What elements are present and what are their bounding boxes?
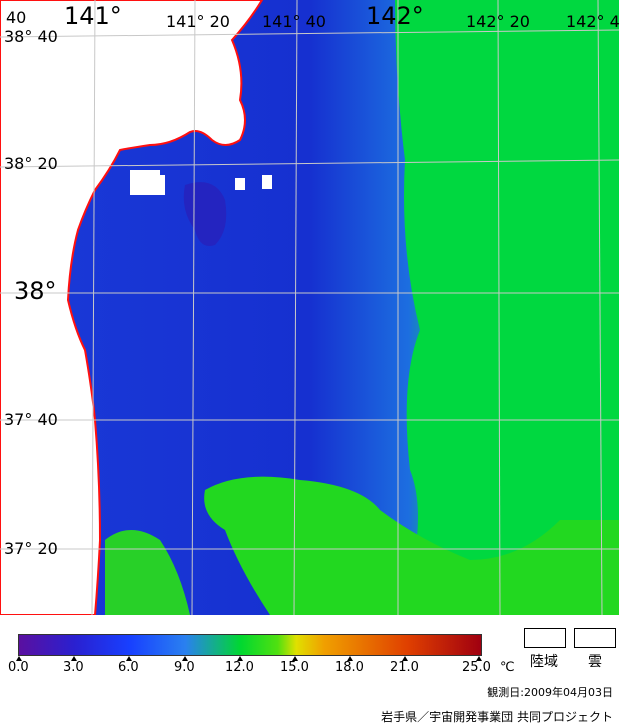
cloud-legend-label: 雲 <box>588 654 602 670</box>
tick-mark <box>16 656 22 661</box>
tick-label: 0.0 <box>8 660 29 675</box>
lon-label-141-20: 141° 20 <box>166 12 230 31</box>
tick-label: 9.0 <box>174 660 195 675</box>
tick-label: 25.0 <box>462 660 491 675</box>
cloud-patches <box>130 170 272 195</box>
land-legend-label: 陸域 <box>530 654 558 670</box>
tick-label: 3.0 <box>63 660 84 675</box>
tick-label: 6.0 <box>118 660 139 675</box>
observation-date: 観測日:2009年04月03日 <box>487 686 613 699</box>
tick-mark <box>126 656 132 661</box>
tick-mark <box>347 656 353 661</box>
tick-label: 12.0 <box>225 660 254 675</box>
lon-label-142-40: 142° 4 <box>566 12 619 31</box>
lat-label-38-40: 38° 40 <box>4 27 58 46</box>
lat-label-38-20: 38° 20 <box>4 154 58 173</box>
tick-label: 18.0 <box>335 660 364 675</box>
lon-label-141-40: 141° 40 <box>262 12 326 31</box>
tick-label: 21.0 <box>390 660 419 675</box>
tick-mark <box>476 656 482 661</box>
warm-water-patch-southwest <box>105 530 190 615</box>
sst-map <box>0 0 619 615</box>
lon-label-142: 142° <box>366 2 424 30</box>
lat-label-37-40: 37° 40 <box>4 410 58 429</box>
land-legend-swatch <box>524 628 566 648</box>
tick-mark <box>292 656 298 661</box>
grid-lines <box>0 0 619 615</box>
temperature-colorbar <box>18 634 482 656</box>
tick-mark <box>182 656 188 661</box>
lat-label-37-20: 37° 20 <box>4 539 58 558</box>
cloud-legend-swatch <box>574 628 616 648</box>
tick-label: 15.0 <box>280 660 309 675</box>
lon-label-141: 141° <box>64 2 122 30</box>
tick-mark <box>71 656 77 661</box>
lat-label-38: 38° <box>14 277 57 305</box>
tick-mark <box>237 656 243 661</box>
warm-water-patch-east <box>395 0 619 615</box>
unit-label: ℃ <box>500 660 515 675</box>
credit-text: 岩手県／宇宙開発事業団 共同プロジェクト <box>381 710 613 724</box>
lon-label-142-20: 142° 20 <box>466 12 530 31</box>
corner-label: 40 <box>6 8 27 27</box>
warm-water-patch-south <box>204 476 619 615</box>
tick-mark <box>402 656 408 661</box>
land-area <box>0 0 264 615</box>
